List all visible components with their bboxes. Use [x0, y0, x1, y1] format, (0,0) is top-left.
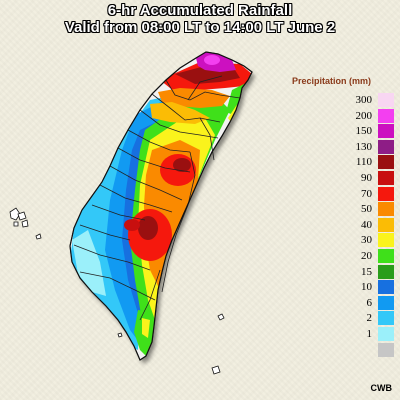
legend-swatch — [378, 217, 394, 232]
rain-core-north-pink — [204, 55, 220, 65]
legend-swatch — [378, 280, 394, 295]
liuqiu-island — [117, 332, 123, 338]
legend-row: 2 — [336, 310, 396, 326]
penghu-islands — [9, 207, 42, 240]
legend-title: Precipitation (mm) — [292, 76, 372, 86]
legend-swatch — [378, 155, 394, 170]
legend-label: 6 — [366, 296, 373, 309]
title-line-1: 6-hr Accumulated Rainfall — [107, 2, 293, 19]
rain-core-darkred-south — [138, 216, 158, 240]
legend-row: 110 — [336, 154, 396, 170]
legend-swatch — [378, 202, 394, 217]
legend-row — [336, 342, 396, 358]
legend-label: 300 — [355, 94, 373, 106]
credit-label: CWB — [370, 383, 393, 393]
county-borders — [73, 75, 241, 321]
legend-row: 10 — [336, 279, 396, 295]
legend-label: 50 — [361, 203, 372, 216]
legend-swatch — [378, 248, 394, 263]
legend-row: 15 — [336, 264, 396, 280]
legend-label: 70 — [361, 187, 372, 200]
legend-row: 90 — [336, 170, 396, 186]
legend-label: 40 — [361, 218, 372, 231]
legend-row: 200 — [336, 108, 396, 124]
legend-row: 20 — [336, 248, 396, 264]
title-line-2: Valid from 08:00 LT to 14:00 LT June 2 — [64, 19, 336, 36]
legend-row: 300 — [336, 92, 396, 108]
legend-swatch — [378, 342, 394, 357]
legend-swatch — [378, 311, 394, 326]
legend-row: 50 — [336, 201, 396, 217]
legend-label: 10 — [361, 281, 372, 294]
legend-row: 6 — [336, 295, 396, 311]
legend-swatch — [378, 139, 394, 154]
legend-label: 130 — [355, 140, 373, 153]
legend-row: 1 — [336, 326, 396, 342]
legend-swatch — [378, 124, 394, 139]
legend-swatch — [378, 264, 394, 279]
legend-label: 20 — [361, 249, 372, 262]
legend-swatch — [378, 326, 394, 341]
legend-label: 30 — [361, 234, 372, 247]
legend-swatch — [378, 186, 394, 201]
rainfall-fill — [70, 52, 252, 356]
legend-row: 40 — [336, 217, 396, 233]
green-island — [217, 313, 225, 321]
legend-label: 15 — [361, 265, 372, 278]
legend-row: 150 — [336, 123, 396, 139]
rain-core-red-southwest — [124, 219, 140, 231]
legend-swatch — [378, 170, 394, 185]
legend-swatch — [378, 233, 394, 248]
legend-label: 2 — [366, 312, 373, 325]
map-title: 6-hr Accumulated Rainfall Valid from 08:… — [0, 2, 400, 36]
rain-core-darkred-central — [173, 158, 191, 172]
legend-label: 110 — [355, 156, 372, 169]
legend-label: 150 — [355, 125, 373, 138]
legend-row: 130 — [336, 139, 396, 155]
island-outline — [69, 51, 253, 361]
legend-label: 90 — [361, 171, 372, 184]
legend-swatch — [378, 108, 394, 123]
legend-swatch — [378, 93, 394, 107]
legend-label: 1 — [366, 327, 373, 340]
legend-swatch — [378, 295, 394, 310]
rain-zone-south-yellow — [142, 318, 150, 338]
legend-row: 70 — [336, 186, 396, 202]
rain-zone-cyan — [72, 230, 106, 296]
precipitation-legend: 300 200 150 130 110 90 70 50 40 30 20 15 10 6 2 1 — [336, 92, 396, 357]
legend-row: 30 — [336, 232, 396, 248]
lanyu-island — [211, 365, 221, 375]
legend-label: 200 — [355, 109, 373, 122]
